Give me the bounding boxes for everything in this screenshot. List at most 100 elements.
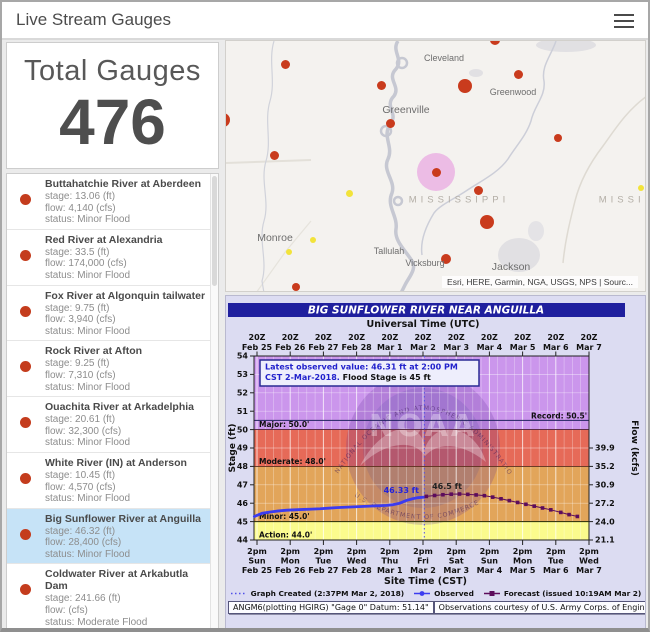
gauge-marker-red[interactable] <box>490 41 500 45</box>
gauge-marker-red[interactable] <box>292 283 300 291</box>
bottom-tick-day: Tue <box>316 557 332 566</box>
bottom-tick-date: Mar 1 <box>377 566 403 575</box>
scrollbar[interactable] <box>210 174 218 628</box>
action-label: Action: 44.0' <box>259 531 312 540</box>
top-tick-date: Feb 27 <box>308 343 338 352</box>
forecast-point <box>540 506 545 510</box>
gauge-marker-red[interactable] <box>280 59 290 69</box>
left-tick-label: 47 <box>237 481 248 490</box>
forecast-point <box>457 492 462 496</box>
major-label: Major: 50.0' <box>259 420 309 429</box>
gauge-detail-line: status: Minor Flood <box>45 325 131 337</box>
gauge-marker-yellow[interactable] <box>286 249 292 255</box>
bottom-tick-date: Mar 6 <box>543 566 569 575</box>
observed-line <box>252 495 426 518</box>
bottom-tick-day: Sat <box>449 557 464 566</box>
gauge-detail-line: stage: 9.75 (ft) <box>45 302 110 314</box>
gauge-list-item[interactable]: Rock River at Afton stage: 9.25 (ft) flow:… <box>7 341 218 398</box>
top-tick-date: Mar 2 <box>410 343 436 352</box>
minor-label: Minor: 45.0' <box>259 512 310 521</box>
top-tick-time: 20Z <box>381 333 398 342</box>
left-tick-label: 45 <box>237 517 249 526</box>
top-tick-date: Feb 25 <box>242 343 273 352</box>
map-panel[interactable]: Cleveland Greenville Greenwood Monroe Tallul… <box>225 40 646 292</box>
gauge-marker-red[interactable] <box>376 80 386 90</box>
total-gauges-value: 476 <box>59 86 166 158</box>
forecast-peak-label: 46.5 ft <box>432 482 462 491</box>
gauge-marker-red[interactable] <box>513 69 523 79</box>
bottom-tick-time: 2pm <box>413 547 433 556</box>
gauge-detail-line: stage: 241.66 (ft) <box>45 593 121 605</box>
gauge-marker-red[interactable] <box>473 185 483 195</box>
bottom-tick-day: Sun <box>248 557 265 566</box>
left-tick-label: 50 <box>237 425 249 434</box>
gauge-marker-red[interactable] <box>554 134 562 142</box>
gauge-list-item[interactable]: Coldwater River at Arkabutla Dam stage: 2… <box>7 564 218 628</box>
bottom-tick-time: 2pm <box>314 547 334 556</box>
map-city-label: Jackson <box>491 261 531 273</box>
top-tick-date: Mar 1 <box>377 343 403 352</box>
gauge-status-dot <box>20 305 31 317</box>
gauge-list-item[interactable]: Big Sunflower River at Anguilla stage: 46… <box>7 508 218 565</box>
gauge-name: White River (IN) at Anderson <box>45 456 187 469</box>
chart-title-bar <box>228 303 625 317</box>
band-moderate <box>254 466 589 522</box>
gauge-detail-line: flow: 7,310 (cfs) <box>45 369 116 381</box>
footnote-box: Observations courtesy of U.S. Army Corps… <box>433 601 645 614</box>
bottom-tick-date: Feb 26 <box>275 566 306 575</box>
forecast-point <box>524 502 528 507</box>
plot-border <box>253 355 590 541</box>
top-tick-date: Mar 3 <box>443 343 469 352</box>
gauge-name: Ouachita River at Arkadelphia <box>45 401 194 414</box>
gauge-status-dot <box>20 194 31 205</box>
forecast-point <box>441 492 445 497</box>
gauge-marker-yellow[interactable] <box>638 185 644 191</box>
gauge-status-dot <box>20 472 31 484</box>
gauge-list-item[interactable]: Buttahatchie River at Aberdeen stage: 13.… <box>7 174 218 230</box>
hamburger-menu-icon[interactable] <box>614 14 634 28</box>
gauge-list-item[interactable]: White River (IN) at Anderson stage: 10.45… <box>7 452 218 509</box>
gauge-list-panel: Buttahatchie River at Aberdeen stage: 13.… <box>6 173 219 628</box>
observed-swatch <box>414 591 431 596</box>
total-gauges-card: Total Gauges 476 <box>6 42 219 169</box>
bottom-tick-day: Wed <box>347 557 367 566</box>
gauge-detail-line: stage: 13.06 (ft) <box>45 191 116 202</box>
gauge-detail-line: stage: 33.5 (ft) <box>45 246 110 258</box>
gauge-marker-red[interactable] <box>458 79 472 93</box>
gauge-name: Coldwater River at Arkabutla Dam <box>45 568 189 593</box>
gauge-list-item[interactable]: Fox River at Algonquin tailwater stage: 9… <box>7 285 218 342</box>
gauge-marker-yellow[interactable] <box>310 237 316 243</box>
gauge-marker-yellow[interactable] <box>345 189 353 197</box>
right-tick-label: 27.2 <box>595 499 615 508</box>
right-axis-title: Flow (kcfs) <box>629 420 639 476</box>
left-tick-label: 51 <box>237 407 249 416</box>
right-tick-label: 21.1 <box>595 536 615 545</box>
hydrograph-plot: BIG SUNFLOWER RIVER NEAR ANGUILLA Univers… <box>226 296 639 575</box>
bottom-tick-time: 2pm <box>280 547 300 556</box>
hydrograph-panel: BIG SUNFLOWER RIVER NEAR ANGUILLA Univers… <box>225 295 646 628</box>
gauge-marker-red[interactable] <box>480 215 494 229</box>
left-tick-label: 48 <box>237 462 249 471</box>
top-tick-time: 20Z <box>448 333 465 342</box>
gauge-list-item[interactable]: Red River at Alexandria stage: 33.5 (ft) f… <box>7 229 218 286</box>
bottom-tick-time: 2pm <box>513 547 533 556</box>
gauge-marker-red[interactable] <box>385 118 395 128</box>
forecast-point <box>575 514 580 519</box>
gauge-name: Red River at Alexandria <box>45 233 163 246</box>
bottom-tick-time: 2pm <box>347 547 367 556</box>
bottom-tick-date: Feb 28 <box>341 566 372 575</box>
gauge-list-item[interactable]: Ouachita River at Arkadelphia stage: 20.6… <box>7 397 218 453</box>
bottom-tick-day: Mon <box>281 557 300 566</box>
top-tick-time: 20Z <box>249 333 266 342</box>
gauge-marker-red[interactable] <box>269 150 279 160</box>
top-tick-date: Feb 26 <box>275 343 306 352</box>
gauge-name: Big Sunflower River at Anguilla <box>45 512 201 525</box>
scrollbar-thumb[interactable] <box>212 176 217 286</box>
gauge-marker-red[interactable] <box>431 167 441 177</box>
gauge-marker-red[interactable] <box>226 113 230 127</box>
map-city-label: Vicksburg <box>405 258 445 268</box>
gauge-detail-line: flow: (cfs) <box>45 605 88 617</box>
gauge-marker-red[interactable] <box>441 254 451 264</box>
left-tick-label: 49 <box>237 444 249 453</box>
forecast-point <box>449 492 454 496</box>
